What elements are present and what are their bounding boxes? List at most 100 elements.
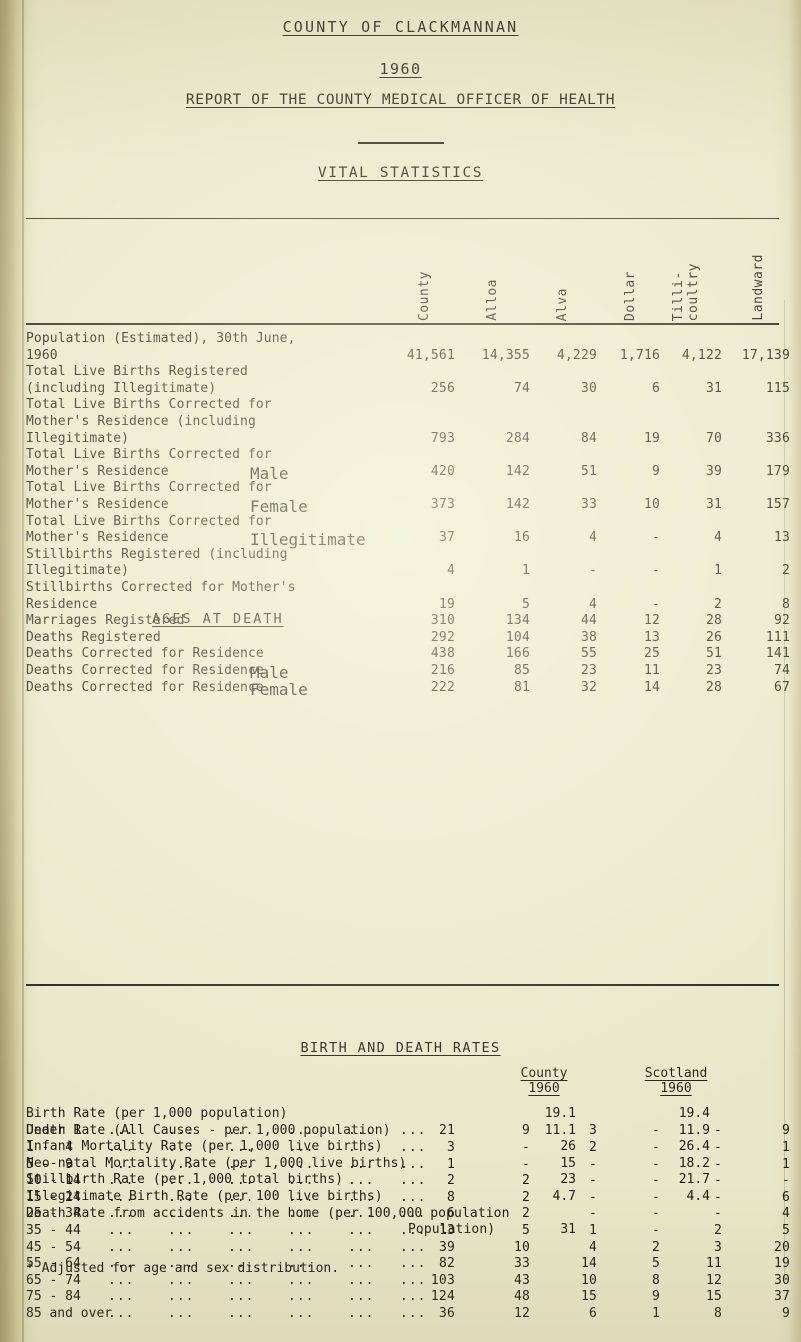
- age-table-cell: 2: [521, 1173, 530, 1189]
- table-cell: 179: [765, 463, 790, 479]
- table-row-label: Stillbirths Registered (including: [0, 547, 801, 564]
- age-table-cell: 3: [588, 1123, 597, 1139]
- rates-column-scotland-name: Scotland: [644, 1066, 708, 1081]
- table-row-label: Total Live Births Corrected for: [0, 514, 801, 531]
- page-left-binding-line: [22, 0, 24, 1342]
- row-label-line: Deaths Corrected for Residence: [26, 646, 264, 662]
- column-header-landward: Landward: [751, 254, 766, 321]
- age-group-label: 85 and over: [26, 1305, 113, 1321]
- age-table-cell: 37: [773, 1289, 790, 1305]
- table-cell: 1: [713, 563, 722, 579]
- leader-dots: ...: [228, 1173, 255, 1189]
- leader-dots: ...: [400, 1123, 427, 1139]
- table-top-rule: [26, 218, 779, 219]
- age-table-cell: -: [521, 1139, 530, 1155]
- table-cell: 39: [705, 463, 722, 479]
- table-row-label: Residence: [0, 597, 801, 614]
- row-label-line: Total Live Births Corrected for: [26, 480, 272, 496]
- table-cell: 292: [430, 629, 455, 645]
- rate-county-value: 23: [560, 1172, 576, 1188]
- age-table-cell: 2: [446, 1173, 455, 1189]
- row-label-line: Total Live Births Registered: [26, 364, 248, 380]
- table-cell: 26: [705, 629, 722, 645]
- table-row-label: Population (Estimated), 30th June,: [0, 331, 801, 348]
- table-cell: 10: [643, 497, 660, 512]
- row-label-line: Deaths Corrected for Residence: [26, 679, 264, 695]
- age-table-cell: -: [713, 1189, 722, 1205]
- rate-label: Stillbirth Rate (per 1,000 total births): [26, 1172, 344, 1188]
- row-label-line: Illegitimate): [26, 430, 130, 446]
- leader-dots: ...: [288, 1206, 315, 1222]
- table-row-label: Mother's Residence: [0, 464, 801, 481]
- leader-dots: ...: [168, 1189, 195, 1205]
- footnote: * Adjusted for age and sex distribution.: [26, 1261, 340, 1277]
- leader-dots: ...: [348, 1206, 375, 1222]
- leader-dots: ...: [168, 1139, 195, 1155]
- report-year: 1960: [0, 60, 801, 78]
- table-header-rule: [26, 323, 779, 325]
- leader-dots: ...: [288, 1272, 315, 1288]
- table-cell: 81: [513, 679, 530, 695]
- leader-dots: ...: [168, 1256, 195, 1272]
- column-header-tillicoultry: Tilli- coultry: [671, 262, 701, 321]
- table-row-label: 1960: [0, 348, 801, 365]
- rates-column-scotland-year: 1960: [660, 1081, 692, 1096]
- leader-dots: ...: [400, 1305, 427, 1321]
- age-table-cell: -: [713, 1156, 722, 1172]
- leader-dots: ...: [348, 1156, 375, 1172]
- age-group-label: 10 - 14: [26, 1173, 81, 1189]
- row-label-line: Population (Estimated), 30th June,: [26, 331, 296, 346]
- row-label-line: (including Illegitimate): [26, 380, 217, 396]
- table-cell: -: [651, 530, 660, 546]
- leader-dots: ...: [228, 1256, 255, 1272]
- leader-dots: ...: [288, 1289, 315, 1305]
- age-table-cell: 15: [580, 1289, 597, 1305]
- age-group-label: 75 - 84: [26, 1289, 81, 1305]
- table-row-label: Total Live Births Corrected for: [0, 447, 801, 464]
- rate-label: Infant Mortality Rate (per 1,000 live bi…: [26, 1139, 383, 1155]
- rates-list: Birth Rate (per 1,000 population) 19.1 19.…: [0, 1040, 801, 1239]
- table-cell: 222: [430, 679, 455, 695]
- age-table-cell: 20: [773, 1239, 790, 1255]
- table-cell: 74: [513, 380, 530, 396]
- age-table-cell: -: [588, 1173, 597, 1189]
- table-cell: 2: [781, 563, 790, 579]
- table-row-label: Marriages Registered: [0, 613, 801, 630]
- age-table-cell: -: [651, 1206, 660, 1222]
- leader-dots: ...: [168, 1289, 195, 1305]
- column-header-alva: Alva: [555, 287, 570, 321]
- age-group-label: 25 - 34: [26, 1206, 81, 1222]
- age-table-cell: 9: [781, 1123, 790, 1139]
- leader-dots: ...: [288, 1173, 315, 1189]
- rates-column-county-name: County: [520, 1066, 568, 1081]
- table-cell: 115: [765, 380, 790, 396]
- table-body: Population (Estimated), 30th June, 1960 4 1…: [0, 325, 801, 699]
- row-sublabel: Male: [250, 663, 289, 682]
- leader-dots: ...: [400, 1256, 427, 1272]
- ages-at-death-body: Under 1.................. 21 9 3- -9 1 - 4...…: [0, 696, 801, 1321]
- leader-dots: ...: [228, 1139, 255, 1155]
- section-heading: VITAL STATISTICS: [0, 165, 801, 181]
- rate-label: Birth Rate (per 1,000 population): [26, 1106, 288, 1121]
- table-row-label: Deaths Corrected for Residence: [0, 646, 801, 663]
- birth-and-death-rates: BIRTH AND DEATH RATES County 1960 Scotla…: [0, 1040, 801, 1276]
- table-cell: 33: [580, 497, 597, 512]
- leader-dots: ...: [228, 1289, 255, 1305]
- report-heading-text: REPORT OF THE COUNTY MEDICAL OFFICER OF …: [185, 92, 616, 108]
- table-cell: 51: [705, 646, 722, 662]
- table-cell: 31: [705, 497, 722, 512]
- table-cell: 420: [430, 463, 455, 479]
- rates-title-text: BIRTH AND DEATH RATES: [300, 1040, 501, 1056]
- table-cell: -: [588, 563, 597, 579]
- table-cell: 4: [588, 530, 597, 546]
- leader-dots: ...: [168, 1305, 195, 1321]
- age-table-cell: -: [651, 1139, 660, 1155]
- age-table-cell: 6: [781, 1189, 790, 1205]
- table-column-headers: County Alloa Alva Dollar Tilli- coultry …: [0, 219, 801, 323]
- age-table-cell: 103: [430, 1272, 455, 1288]
- rate-label: Neo-natal Mortality Rate (per 1,000 live…: [26, 1155, 407, 1171]
- age-group-label: 35 - 44: [26, 1222, 81, 1238]
- age-table-cell: 9: [651, 1289, 660, 1305]
- leader-dots: ...: [348, 1189, 375, 1205]
- table-cell: 23: [580, 663, 597, 678]
